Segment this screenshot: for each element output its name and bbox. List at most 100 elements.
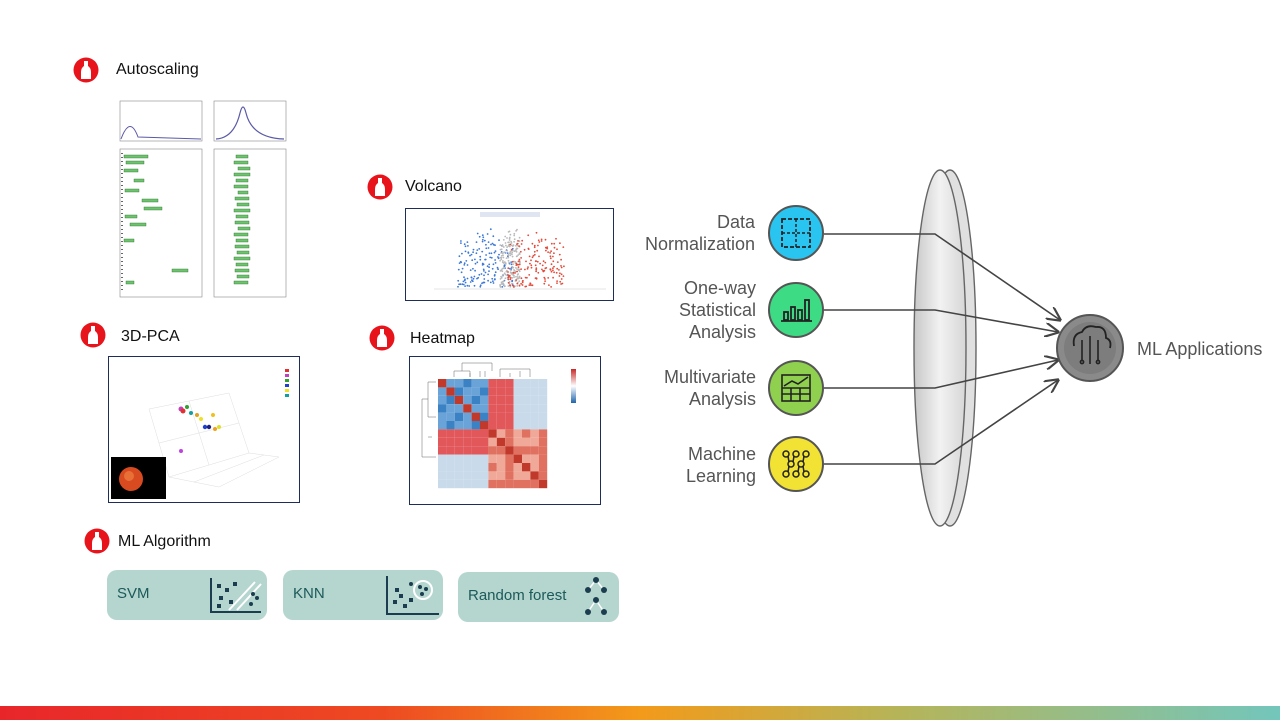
footer-gradient-bar [0, 706, 1280, 720]
volcano-point [560, 266, 563, 269]
heatmap-cell [496, 437, 506, 447]
volcano-point [481, 282, 483, 285]
volcano-point [517, 254, 520, 256]
heatmap-cell [530, 463, 539, 472]
heatmap-cell [438, 437, 447, 447]
volcano-point [507, 267, 510, 270]
heatmap-cell [454, 404, 464, 413]
heatmap-cell [438, 395, 447, 405]
volcano-point [508, 261, 511, 264]
volcano-point [517, 266, 520, 268]
volcano-point [543, 269, 546, 272]
heatmap-cell [505, 437, 514, 447]
volcano-point [488, 270, 490, 272]
volcano-point [515, 264, 518, 266]
volcano-point [507, 259, 510, 262]
volcano-point [513, 269, 516, 272]
heatmap-cell [463, 479, 472, 489]
volcano-point [508, 241, 510, 244]
volcano-point [521, 284, 524, 286]
heatmap-cell [522, 421, 531, 430]
heatmap-cell [488, 379, 497, 388]
heatmap-cell [446, 404, 455, 413]
heatmap-cell [480, 463, 489, 472]
volcano-point [502, 280, 505, 283]
heatmap-cell [446, 421, 455, 430]
heatmap-cell [446, 446, 455, 455]
volcano-point [552, 260, 555, 263]
volcano-point [499, 284, 501, 286]
volcano-point [489, 256, 492, 259]
volcano-point [546, 247, 549, 250]
connector-arrow [824, 360, 1058, 389]
volcano-point [510, 250, 512, 253]
heatmap-cell [471, 463, 480, 472]
volcano-point [485, 254, 487, 256]
volcano-point [479, 255, 482, 258]
volcano-point [515, 250, 518, 253]
volcano-point [527, 248, 530, 250]
volcano-point [529, 282, 532, 285]
volcano-point [502, 256, 505, 259]
volcano-point [487, 273, 489, 276]
heatmap-cell [480, 395, 489, 405]
volcano-point [538, 241, 541, 243]
volcano-point [506, 269, 508, 272]
volcano-point [541, 264, 544, 267]
volcano-point [487, 247, 490, 249]
heatmap-cell [538, 463, 548, 472]
volcano-point [563, 265, 565, 268]
volcano-point [501, 270, 504, 273]
heatmap-cell [463, 395, 472, 405]
volcano-point [550, 250, 552, 253]
heatmap-cell [471, 479, 480, 489]
heatmap-cell [480, 379, 489, 388]
heatmap-cell [505, 404, 514, 413]
volcano-point [478, 248, 481, 250]
volcano-point [472, 248, 475, 251]
volcano-point [547, 277, 550, 279]
volcano-point [487, 241, 490, 243]
pca-plot [108, 356, 300, 503]
volcano-point [540, 238, 543, 241]
volcano-point [502, 260, 504, 262]
volcano-point [550, 270, 553, 273]
heatmap-cell [454, 463, 464, 472]
volcano-point [550, 242, 553, 245]
heatmap-cell [513, 437, 522, 447]
heatmap-cell [522, 379, 531, 388]
volcano-point [511, 260, 514, 263]
volcano-point [457, 279, 460, 282]
volcano-point [502, 254, 504, 257]
heatmap-cell [438, 429, 447, 438]
volcano-point [528, 274, 531, 276]
volcano-point [470, 276, 473, 279]
volcano-point [482, 236, 485, 239]
volcano-point [556, 280, 558, 282]
volcano-point [538, 255, 540, 258]
volcano-point [483, 274, 485, 277]
volcano-point [460, 240, 462, 242]
volcano-point [513, 234, 516, 237]
volcano-point [486, 265, 489, 268]
volcano-point [543, 282, 546, 285]
volcano-point [541, 268, 543, 271]
step-label-statistical: One-way Statistical Analysis [678, 278, 756, 342]
heatmap-cell [522, 429, 531, 438]
volcano-point [511, 255, 514, 258]
heatmap-cell [488, 421, 497, 430]
heatmap-cell [454, 421, 464, 430]
volcano-point [488, 266, 490, 269]
volcano-point [534, 264, 537, 267]
heatmap-cell [446, 471, 455, 480]
heatmap-cell [438, 463, 447, 472]
heatmap-cell [538, 454, 548, 463]
volcano-point [537, 244, 539, 247]
volcano-point [493, 251, 496, 254]
heatmap-cell [530, 395, 539, 405]
connector-arrow [824, 233, 1060, 320]
volcano-point [548, 284, 550, 286]
volcano-point [501, 245, 504, 247]
heatmap-cell [530, 379, 539, 388]
volcano-point [466, 284, 469, 287]
